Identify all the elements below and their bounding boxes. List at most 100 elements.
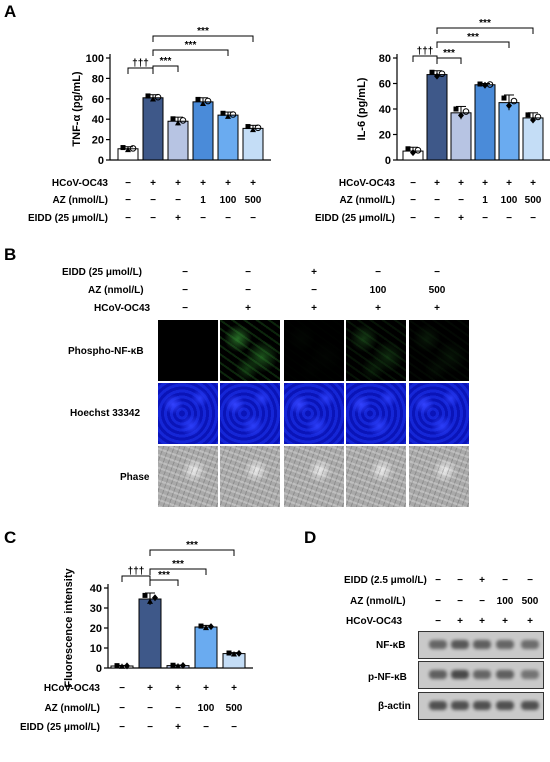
fluor-condition-symbol: + (175, 722, 181, 733)
tnf-y-axis-label: TNF-α (pg/mL) (71, 71, 83, 147)
tnf-condition-symbol: + (175, 213, 181, 224)
blot-label-actin: β-actin (378, 701, 411, 712)
blot-band (496, 640, 514, 649)
fluor-y-tick-label: 30 (90, 603, 102, 615)
panelb-eidd-label: EIDD (25 μmol/L) (62, 267, 143, 278)
paneld-condition-symbol: + (502, 616, 508, 627)
il6-bar (522, 117, 544, 161)
il6-condition-symbol: 1 (482, 195, 488, 206)
fluor-sig-bracket (121, 575, 151, 582)
blot-band (429, 701, 447, 710)
fluor-data-point (152, 594, 158, 602)
il6-condition-symbol: − (410, 213, 416, 224)
tnf-sig-label: ††† (132, 58, 149, 69)
fluor-data-point (170, 662, 176, 668)
tnf-data-point (179, 117, 187, 124)
tnf-condition-symbol: − (125, 213, 131, 224)
microscopy-row-label-nfkb: Phospho-NF-κB (68, 346, 144, 357)
fluor-sig-label: *** (186, 540, 198, 551)
il6-data-point (486, 81, 494, 88)
microscopy-phospho-nfkb-image (158, 320, 218, 381)
il6-condition-symbol: − (410, 178, 416, 189)
microscopy-hoechst-image (284, 383, 344, 444)
fluor-condition-label: HCoV-OC43 (44, 683, 101, 694)
il6-data-point (462, 108, 470, 115)
fluor-data-point (175, 662, 181, 669)
microscopy-phospho-nfkb-image (409, 320, 469, 381)
tnf-condition-symbol: 100 (220, 195, 237, 206)
fluor-condition-symbol: + (203, 683, 209, 694)
blot-band (521, 670, 539, 679)
paneld-condition-symbol: 100 (496, 596, 514, 607)
blot-band (429, 670, 447, 679)
il6-sig-label: *** (479, 18, 491, 29)
tnf-data-point (220, 110, 226, 116)
blot-label-nfkb: NF-κB (376, 640, 406, 651)
paneld-condition-symbol: − (457, 596, 463, 607)
tnf-sig-bracket (152, 35, 254, 42)
tnf-data-point (195, 96, 201, 102)
il6-sig-bracket (436, 41, 510, 48)
tnf-data-point (170, 116, 176, 122)
fluor-y-tick-label: 0 (96, 663, 102, 675)
fluor-condition-symbol: + (231, 683, 237, 694)
fluor-sig-bracket (149, 568, 207, 575)
blot-band (473, 640, 491, 649)
fluor-condition-symbol: + (175, 683, 181, 694)
fluor-data-point (119, 663, 125, 669)
tnf-data-point (200, 100, 206, 106)
il6-sig-label: *** (443, 48, 455, 59)
microscopy-phospho-nfkb-image (346, 320, 406, 381)
il6-sig-label: *** (467, 32, 479, 43)
fluor-condition-symbol: − (231, 722, 237, 733)
paneld-eidd-label: EIDD (2.5 μmol/L) (344, 575, 427, 586)
fluor-condition-symbol: 100 (198, 703, 215, 714)
tnf-y-tick-label: 40 (92, 114, 104, 126)
microscopy-phase-image (220, 446, 280, 507)
il6-condition-symbol: − (506, 213, 512, 224)
panelb-az-label: AZ (nmol/L) (88, 285, 144, 296)
fluor-condition-symbol: − (147, 703, 153, 714)
tnf-condition-symbol: + (200, 178, 206, 189)
tnf-condition-symbol: − (225, 213, 231, 224)
microscopy-phase-image (409, 446, 469, 507)
tnf-condition-symbol: − (150, 213, 156, 224)
tnf-data-point (129, 145, 137, 152)
tnf-data-point (154, 93, 162, 101)
tnf-bar (167, 120, 189, 161)
il6-condition-symbol: + (482, 178, 488, 189)
tnf-condition-symbol: − (200, 213, 206, 224)
il6-data-point (410, 149, 416, 157)
tnf-data-point (120, 145, 126, 151)
panelb-condition-symbol: − (311, 285, 317, 296)
fluor-bar (138, 598, 162, 669)
il6-condition-symbol: + (458, 213, 464, 224)
microscopy-phospho-nfkb-image (284, 320, 344, 381)
il6-condition-label: EIDD (25 μmol/L) (315, 213, 395, 224)
panelb-virus-label: HCoV-OC43 (94, 303, 151, 314)
fluor-condition-label: EIDD (25 μmol/L) (20, 722, 100, 733)
paneld-condition-symbol: − (502, 575, 508, 586)
tnf-bar (242, 127, 264, 161)
il6-bar (498, 102, 520, 161)
il6-y-tick-label: 60 (379, 79, 391, 91)
fluor-data-point (180, 661, 186, 669)
il6-y-tick-label: 40 (379, 104, 391, 116)
paneld-condition-symbol: − (457, 575, 463, 586)
panel-a-letter: A (4, 2, 17, 21)
il6-condition-symbol: 500 (525, 195, 542, 206)
il6-bar (426, 74, 448, 161)
fluor-condition-symbol: − (119, 703, 125, 714)
panelb-condition-symbol: + (245, 303, 251, 314)
fluor-condition-symbol: 500 (226, 703, 243, 714)
fluor-data-point (198, 623, 204, 629)
tnf-y-tick-label: 80 (92, 73, 104, 85)
fluor-sig-label: *** (172, 559, 184, 570)
panelb-condition-symbol: 100 (369, 285, 387, 296)
tnf-condition-symbol: + (175, 178, 181, 189)
fluor-condition-symbol: + (147, 683, 153, 694)
blot-actin (418, 692, 544, 720)
microscopy-hoechst-image (158, 383, 218, 444)
